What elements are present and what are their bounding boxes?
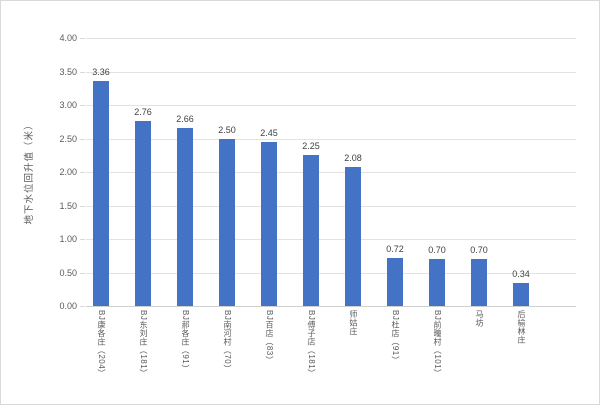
y-tick-mark — [80, 71, 85, 73]
gridline — [86, 38, 576, 39]
y-tick-label: 2.00 — [59, 167, 77, 177]
y-tick-label: 1.00 — [59, 234, 77, 244]
x-axis-line — [86, 306, 576, 307]
bar-value-label: 2.50 — [218, 124, 236, 135]
bar-value-label: 2.76 — [134, 107, 152, 118]
y-tick-mark — [80, 172, 85, 173]
x-category-label: 马坊 — [475, 310, 484, 327]
y-tick-label: 0.00 — [59, 301, 77, 311]
x-category-label: BJ前疃村（101） — [433, 310, 442, 378]
bar-value-label: 2.08 — [344, 152, 362, 163]
y-tick-label: 4.00 — [59, 33, 77, 43]
y-tick-mark — [80, 272, 85, 274]
x-category-label: BJ郝各庄（91） — [181, 310, 190, 373]
gridline — [86, 239, 576, 240]
gridline — [86, 105, 576, 106]
bar — [177, 127, 193, 306]
bar — [93, 80, 109, 306]
bar — [387, 257, 403, 306]
bar — [471, 259, 487, 306]
bar-value-label: 0.70 — [428, 245, 446, 256]
gridline — [86, 172, 576, 173]
x-category-label: BJ百店（83） — [265, 310, 274, 365]
bar — [303, 155, 319, 306]
y-axis-title: 地下水位回升值（米） — [24, 119, 35, 225]
x-category-label: BJ东刘庄（181） — [139, 310, 148, 378]
y-tick-label: 3.50 — [59, 66, 77, 77]
bar-value-label: 2.25 — [302, 141, 320, 152]
gridline — [86, 272, 576, 274]
bar — [429, 259, 445, 306]
y-tick-mark — [80, 306, 85, 307]
y-tick-label: 3.00 — [59, 100, 77, 110]
bar-value-label: 3.36 — [92, 66, 110, 77]
y-tick-mark — [80, 105, 85, 106]
x-category-label: BJ康各庄（204） — [97, 310, 106, 378]
y-tick-mark — [80, 239, 85, 240]
y-tick-mark — [80, 38, 85, 39]
y-tick-label: 2.50 — [59, 133, 77, 144]
bar-value-label: 2.66 — [176, 113, 194, 124]
bar-value-label: 0.34 — [512, 269, 530, 280]
gridline — [86, 205, 576, 207]
x-category-label: 后榆林庄 — [517, 310, 526, 344]
x-category-label: BJ傅子店（181） — [307, 310, 316, 378]
gridline — [86, 71, 576, 73]
x-category-label: BJ杜店（91） — [391, 310, 400, 365]
y-tick-mark — [80, 138, 85, 140]
x-category-label: BJ南河村（70） — [223, 310, 232, 373]
gridline — [86, 138, 576, 140]
bar — [513, 283, 529, 306]
y-tick-label: 1.50 — [59, 200, 77, 211]
bar-value-label: 0.72 — [386, 243, 404, 254]
bar — [219, 138, 235, 306]
bar-value-label: 2.45 — [260, 127, 278, 138]
bar-value-label: 0.70 — [470, 245, 488, 256]
bar — [135, 121, 151, 306]
y-tick-mark — [80, 205, 85, 207]
bar — [345, 166, 361, 306]
bar — [261, 141, 277, 306]
x-category-label: 师姑庄 — [349, 310, 358, 336]
y-tick-label: 0.50 — [59, 267, 77, 278]
